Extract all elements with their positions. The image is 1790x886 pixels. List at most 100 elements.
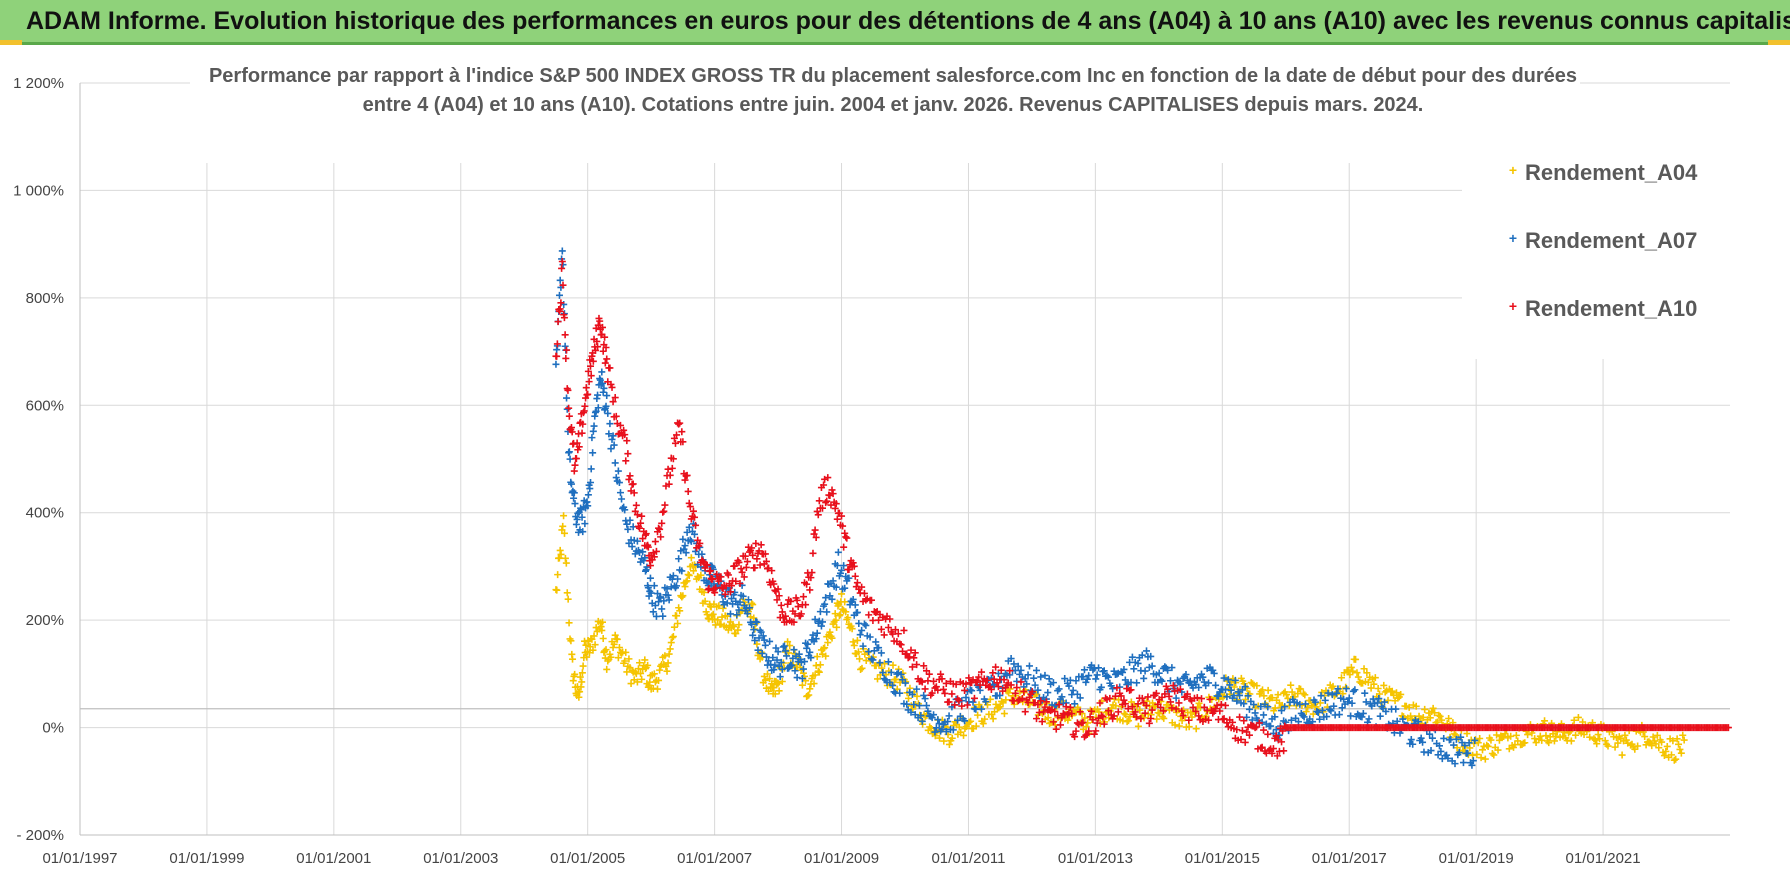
data-point-a04	[831, 610, 839, 618]
y-tick-label: 800%	[26, 290, 64, 307]
data-point-a07	[1141, 667, 1149, 675]
data-point-a07	[610, 441, 618, 449]
data-point-a10	[578, 429, 586, 437]
data-point-a07	[1103, 672, 1111, 680]
data-point-a04	[778, 677, 786, 685]
data-point-a10	[997, 666, 1005, 674]
data-point-a07	[663, 585, 671, 593]
data-point-a04	[1542, 732, 1550, 740]
data-point-a07	[961, 717, 969, 725]
data-point-a07	[1031, 681, 1039, 689]
data-point-a10	[1120, 696, 1128, 704]
data-point-a07	[1079, 673, 1087, 681]
data-point-a10	[633, 511, 641, 519]
data-point-a07	[748, 620, 756, 628]
data-point-a04	[836, 611, 844, 619]
data-point-a10	[1038, 718, 1046, 726]
data-point-a07	[817, 622, 825, 630]
data-point-a07	[584, 502, 592, 510]
data-point-a07	[600, 384, 608, 392]
data-point-a10	[657, 533, 665, 541]
data-point-a07	[674, 575, 682, 583]
data-point-a04	[749, 601, 757, 609]
data-point-a07	[584, 491, 592, 499]
data-point-a10	[740, 573, 748, 581]
data-point-a10	[726, 588, 734, 596]
data-point-a10	[1085, 727, 1093, 735]
data-point-a07	[1380, 698, 1388, 706]
data-point-a07	[759, 632, 767, 640]
data-point-a04	[1524, 731, 1532, 739]
data-point-a04	[1392, 689, 1400, 697]
data-point-a10	[742, 563, 750, 571]
data-point-a04	[995, 704, 1003, 712]
data-point-a10	[1269, 745, 1277, 753]
data-point-a04	[1634, 742, 1642, 750]
data-point-a04	[1663, 742, 1671, 750]
data-point-a10	[1195, 712, 1203, 720]
data-point-a07	[770, 666, 778, 674]
data-point-a07	[570, 489, 578, 497]
data-point-a07	[669, 572, 677, 580]
data-point-a04	[553, 586, 561, 594]
data-point-a10	[660, 507, 668, 515]
data-point-a04	[989, 715, 997, 723]
data-point-a07	[579, 528, 587, 536]
data-point-a10	[1192, 707, 1200, 715]
data-point-a10	[665, 480, 673, 488]
data-point-a04	[766, 675, 774, 683]
data-point-a10	[1100, 720, 1108, 728]
data-point-a04	[1360, 665, 1368, 673]
data-point-a10	[561, 331, 569, 339]
data-point-a07	[1037, 673, 1045, 681]
data-point-a07	[1260, 711, 1268, 719]
data-point-a07	[679, 535, 687, 543]
data-point-a10	[1020, 687, 1028, 695]
data-point-a10	[1165, 692, 1173, 700]
data-point-a04	[567, 637, 575, 645]
data-point-a10	[622, 457, 630, 465]
data-point-a07	[1328, 691, 1336, 699]
data-point-a04	[1494, 746, 1502, 754]
data-point-a04	[814, 667, 822, 675]
data-point-a04	[856, 655, 864, 663]
data-point-a07	[649, 608, 657, 616]
data-point-a07	[698, 550, 706, 558]
data-point-a04	[1074, 703, 1082, 711]
data-point-a04	[850, 641, 858, 649]
data-point-a04	[1614, 739, 1622, 747]
data-point-a10	[937, 670, 945, 678]
data-point-a07	[949, 726, 957, 734]
data-point-a07	[1158, 677, 1166, 685]
data-point-a10	[553, 352, 561, 360]
data-point-a10	[608, 383, 616, 391]
data-point-a04	[607, 653, 615, 661]
data-point-a07	[1342, 685, 1350, 693]
data-point-a07	[753, 618, 761, 626]
data-point-a04	[590, 632, 598, 640]
data-point-a04	[1195, 699, 1203, 707]
data-point-a04	[996, 703, 1004, 711]
data-point-a04	[960, 731, 968, 739]
data-point-a04	[945, 740, 953, 748]
data-point-a07	[877, 649, 885, 657]
points-layer	[552, 247, 1732, 769]
data-point-a10	[952, 680, 960, 688]
data-point-a10	[756, 561, 764, 569]
data-point-a10	[599, 347, 607, 355]
data-point-a04	[644, 661, 652, 669]
data-point-a10	[1179, 712, 1187, 720]
data-point-a07	[1164, 666, 1172, 674]
data-point-a10	[650, 553, 658, 561]
data-point-a07	[1327, 707, 1335, 715]
data-point-a10	[692, 521, 700, 529]
banner-corner-left	[0, 40, 22, 45]
data-point-a10	[775, 592, 783, 600]
data-point-a10	[679, 438, 687, 446]
data-point-a07	[771, 661, 779, 669]
data-point-a07	[691, 530, 699, 538]
data-point-a10	[1104, 707, 1112, 715]
data-point-a10	[737, 565, 745, 573]
data-point-a07	[1072, 677, 1080, 685]
data-point-a07	[728, 595, 736, 603]
